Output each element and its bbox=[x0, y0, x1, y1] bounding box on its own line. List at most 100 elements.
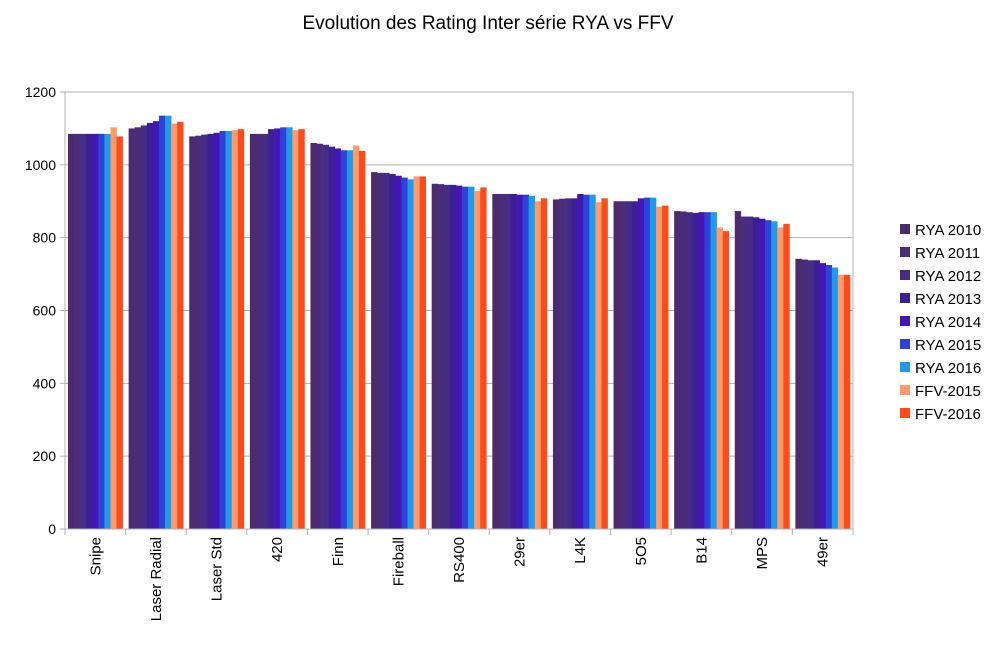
bar bbox=[595, 202, 602, 529]
bar bbox=[68, 133, 75, 529]
bar bbox=[340, 150, 348, 529]
x-category-label: 5O5 bbox=[633, 537, 650, 565]
bar bbox=[680, 211, 687, 529]
bar bbox=[722, 231, 730, 530]
legend-swatch bbox=[900, 247, 910, 257]
bar bbox=[613, 201, 620, 529]
bar bbox=[104, 133, 111, 529]
x-category-label: Laser Std bbox=[209, 537, 226, 601]
axes: 0 200 400 600 800 1000 1200 Snipe Laser Radial La… bbox=[25, 84, 854, 621]
bar bbox=[322, 144, 329, 530]
bar bbox=[619, 201, 626, 529]
bar bbox=[831, 267, 839, 529]
bar bbox=[522, 194, 530, 529]
bar bbox=[274, 128, 281, 530]
bar bbox=[359, 151, 366, 529]
bar bbox=[843, 274, 851, 529]
bar bbox=[128, 128, 135, 530]
x-category-label: 420 bbox=[269, 537, 286, 562]
bar bbox=[407, 179, 414, 529]
bar bbox=[825, 264, 833, 529]
chart-title: Evolution des Rating Inter série RYA vs … bbox=[302, 13, 674, 34]
bar bbox=[431, 183, 439, 529]
bar bbox=[383, 172, 390, 529]
bar bbox=[201, 134, 208, 530]
bar bbox=[819, 263, 827, 529]
x-category-label: Laser Radial bbox=[148, 537, 165, 621]
bar bbox=[395, 175, 402, 529]
bar bbox=[158, 115, 166, 530]
bar bbox=[710, 212, 717, 529]
y-tick-label: 600 bbox=[33, 303, 57, 319]
legend-label: RYA 2011 bbox=[915, 245, 980, 262]
y-tick-label: 400 bbox=[33, 375, 57, 391]
bar bbox=[504, 193, 511, 529]
bar bbox=[116, 136, 123, 529]
bar bbox=[437, 184, 445, 529]
bar bbox=[261, 133, 269, 529]
legend-swatch bbox=[900, 293, 910, 303]
bar bbox=[146, 122, 154, 529]
legend-swatch bbox=[900, 339, 910, 349]
legend-label: FFV-2015 bbox=[915, 383, 981, 400]
bar bbox=[165, 115, 172, 530]
legend-label: FFV-2016 bbox=[915, 406, 981, 423]
x-category-label: 29er bbox=[512, 537, 529, 567]
bar bbox=[516, 194, 523, 529]
bar bbox=[80, 133, 87, 529]
legend-swatch bbox=[900, 270, 910, 280]
bar bbox=[110, 127, 117, 529]
bar bbox=[413, 176, 420, 530]
bar bbox=[752, 217, 760, 529]
legend-label: RYA 2015 bbox=[915, 337, 981, 354]
bar bbox=[656, 206, 663, 529]
legend-swatch bbox=[900, 224, 910, 234]
bar bbox=[601, 198, 608, 529]
bar bbox=[346, 150, 354, 529]
bar bbox=[492, 193, 499, 529]
bar bbox=[316, 143, 323, 529]
bar bbox=[401, 177, 408, 529]
legend-label: RYA 2013 bbox=[915, 291, 981, 308]
bar bbox=[498, 193, 505, 529]
legend-swatch bbox=[900, 408, 910, 418]
bar bbox=[746, 216, 754, 530]
bar bbox=[759, 218, 766, 530]
bar bbox=[510, 193, 517, 529]
legend-label: RYA 2012 bbox=[915, 268, 981, 285]
y-tick-label: 1200 bbox=[25, 84, 56, 100]
x-category-label: MPS bbox=[754, 537, 771, 570]
bar bbox=[286, 127, 293, 529]
legend-swatch bbox=[900, 362, 910, 372]
bar bbox=[280, 127, 287, 529]
bar bbox=[480, 187, 487, 529]
bar bbox=[328, 146, 336, 530]
y-tick-label: 800 bbox=[33, 230, 57, 246]
bar bbox=[310, 142, 317, 530]
bar bbox=[462, 186, 469, 529]
y-tick-label: 1000 bbox=[25, 157, 56, 173]
bar bbox=[377, 172, 384, 529]
bar bbox=[443, 184, 451, 530]
bar bbox=[455, 185, 463, 529]
bar bbox=[189, 136, 196, 529]
bar bbox=[474, 191, 481, 530]
bar bbox=[468, 186, 475, 529]
bar bbox=[649, 197, 657, 530]
bar bbox=[292, 130, 299, 530]
bar bbox=[92, 133, 99, 529]
x-category-label: B14 bbox=[693, 537, 710, 564]
bar bbox=[371, 172, 378, 529]
bar bbox=[813, 260, 820, 529]
legend-label: RYA 2016 bbox=[915, 360, 981, 377]
bar bbox=[152, 121, 160, 529]
legend-label: RYA 2014 bbox=[915, 314, 981, 331]
y-tick-label: 200 bbox=[33, 448, 57, 464]
x-category-label: Fireball bbox=[390, 537, 407, 586]
bar bbox=[237, 129, 245, 529]
bar bbox=[268, 129, 275, 529]
bar bbox=[207, 133, 214, 529]
bar bbox=[771, 221, 778, 529]
bar bbox=[219, 130, 226, 529]
